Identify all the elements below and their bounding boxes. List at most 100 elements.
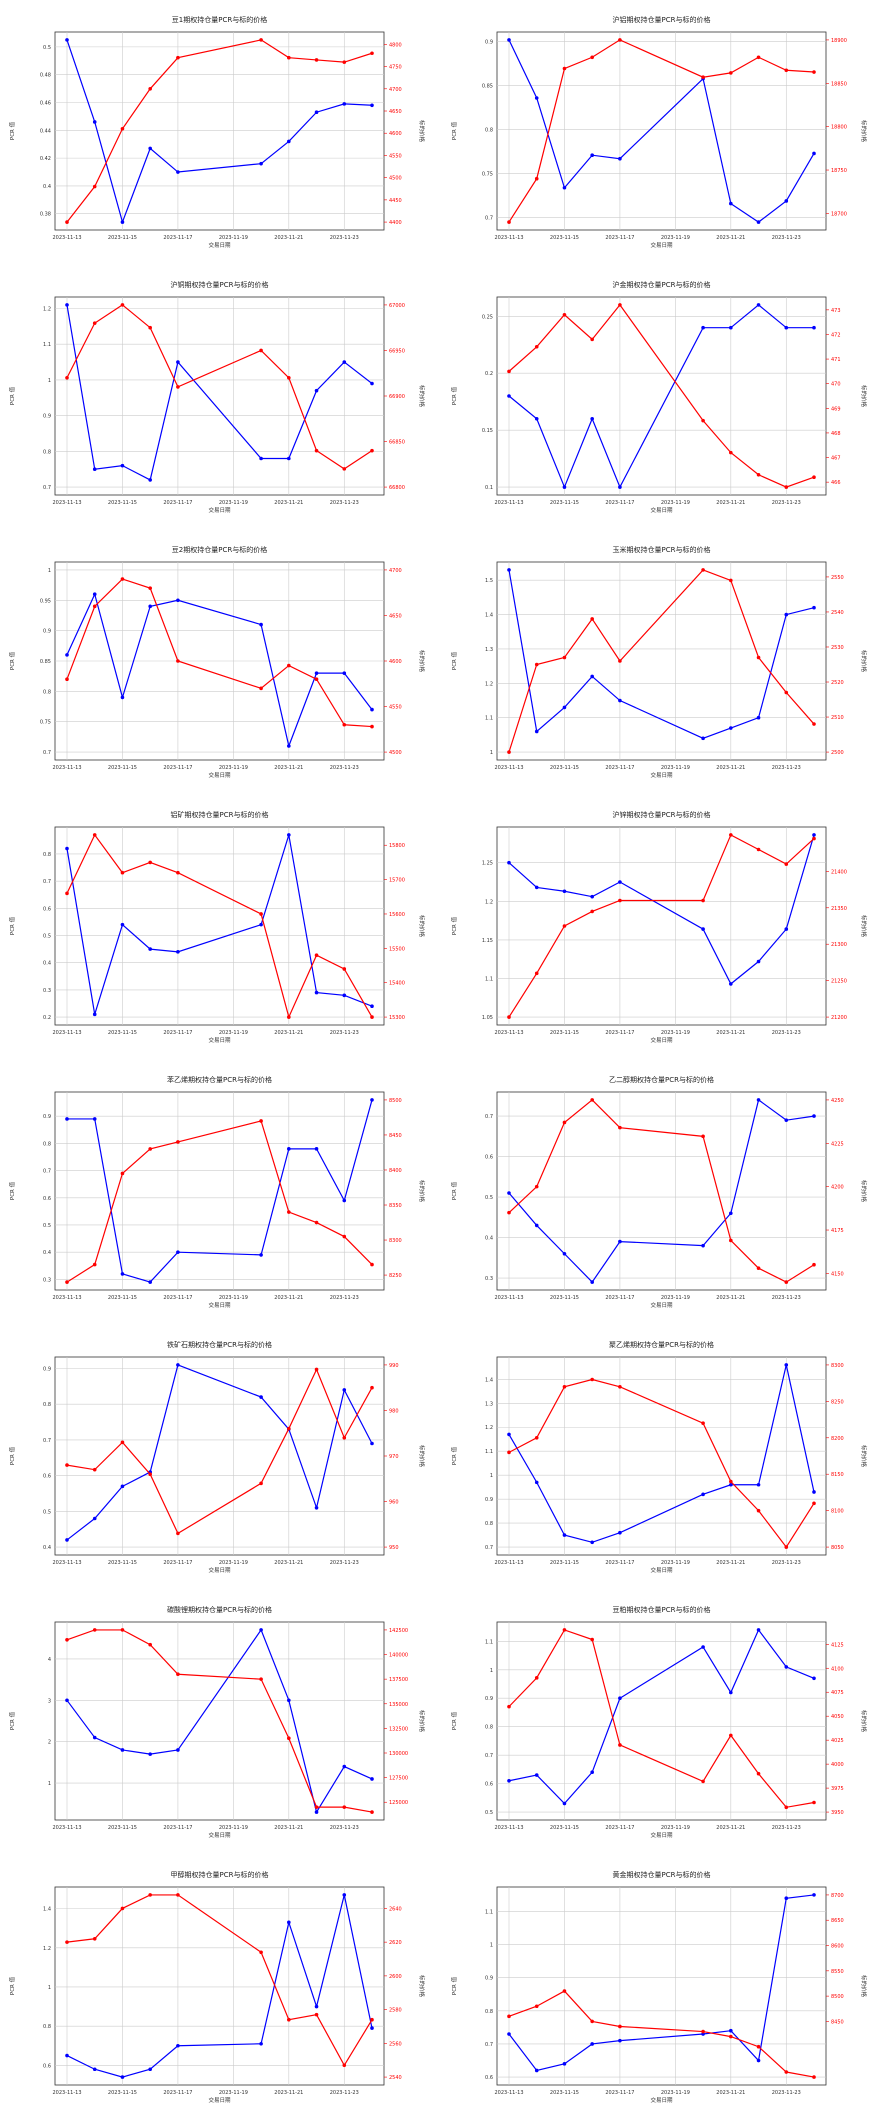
price-point [148,1147,152,1151]
price-point [618,659,622,663]
pcr-point [812,325,816,330]
plot-frame [496,1621,827,1821]
pcr-line [66,304,373,481]
left-tick-label: 0.6 [485,1782,493,1788]
right-axis-label: 标的价格 [418,915,426,938]
left-tick-label: 1 [48,1781,51,1787]
chart-10: 乙二醇期权持仓量PCR与标的价格 0.3 0.4 0.5 0.6 0.7 4150 4175 4… [450,1075,868,1309]
right-tick-label: 127500 [389,1776,408,1782]
right-tick-label: 4550 [389,705,402,711]
right-tick-label: 471 [831,357,841,363]
x-tick-label: 2023-11-19 [661,1295,690,1301]
x-tick-label: 2023-11-13 [494,235,523,241]
left-tick-label: 1.4 [43,1907,51,1913]
chart-11: 铁矿石期权持仓量PCR与标的价格 0.4 0.5 0.6 0.7 0.8 0.9 950 960… [8,1340,426,1574]
plot-frame [54,1091,385,1291]
right-tick-label: 8500 [389,1098,402,1104]
left-tick-label: 0.4 [43,1250,51,1256]
price-line [508,1099,815,1283]
x-tick-label: 2023-11-21 [716,765,745,771]
right-tick-label: 2580 [389,2008,402,2014]
pcr-point [729,1211,733,1216]
left-tick-label: 1 [490,1943,493,1949]
price-point [259,1950,263,1955]
pcr-point [534,416,539,421]
left-tick-label: 0.7 [485,1114,493,1120]
x-tick-label: 2023-11-19 [661,500,690,506]
right-tick-label: 4600 [389,659,402,665]
left-axis-label: PCR 值 [450,121,458,140]
pcr-point [812,1114,816,1118]
price-point [729,1479,733,1484]
pcr-point [370,1441,374,1446]
pcr-point [784,1363,789,1367]
price-point [562,312,567,317]
price-point [729,578,733,583]
price-line [66,39,373,223]
right-tick-label: 8200 [831,1436,844,1442]
price-point [314,1220,319,1225]
left-tick-label: 1.1 [485,1639,493,1645]
x-tick-label: 2023-11-19 [661,1825,690,1831]
left-axis-label: PCR 值 [450,1976,458,1995]
left-tick-label: 0.9 [43,629,51,635]
x-tick-label: 2023-11-13 [494,765,523,771]
pcr-point [562,1801,567,1806]
right-tick-label: 2540 [831,610,844,616]
left-tick-label: 0.5 [43,1223,51,1229]
pcr-point [534,1223,539,1228]
right-axis-label: 标的价格 [860,1975,868,1998]
x-tick-label: 2023-11-13 [52,235,81,241]
price-point [534,2004,539,2009]
right-tick-label: 15600 [389,912,405,918]
pcr-point [812,833,816,837]
price-line [508,1990,815,2078]
right-tick-label: 466 [831,480,841,486]
right-tick-label: 468 [831,431,841,437]
right-axis-label: 标的价格 [860,650,868,673]
right-tick-label: 137500 [389,1677,408,1683]
plot-frame [54,1356,385,1556]
right-tick-label: 18850 [831,81,847,87]
price-point [314,2012,319,2017]
price-point [370,1810,374,1814]
pcr-line [508,1894,815,2072]
price-point [65,1463,69,1467]
right-tick-label: 4450 [389,198,402,204]
x-tick-label: 2023-11-15 [550,235,579,241]
right-tick-label: 21200 [831,1015,847,1021]
right-tick-label: 2540 [389,2075,402,2081]
pcr-point [812,1490,816,1494]
pcr-point [148,947,152,951]
left-tick-label: 0.7 [43,485,51,491]
pcr-point [590,416,594,421]
x-tick-label: 2023-11-15 [550,500,579,506]
chart-16: 黄金期权持仓量PCR与标的价格 0.6 0.7 0.8 0.9 1 1.1 8450 8500 8… [450,1870,868,2104]
pcr-point [756,303,761,307]
price-point [65,375,69,380]
price-line [66,304,373,470]
pcr-point [729,2028,733,2033]
x-tick-label: 2023-11-17 [163,1295,192,1301]
price-point [65,1940,69,1944]
pcr-point [534,1480,539,1485]
pcr-point [784,199,789,203]
right-tick-label: 132500 [389,1726,408,1732]
x-tick-label: 2023-11-19 [219,1030,248,1036]
price-point [729,71,733,75]
pcr-point [342,1388,347,1392]
chart-title: 乙二醇期权持仓量PCR与标的价格 [609,1075,714,1084]
pcr-point [534,2068,539,2073]
price-point [342,1234,347,1239]
right-tick-label: 980 [389,1408,399,1414]
x-tick-label: 2023-11-23 [772,235,801,241]
price-point [618,1125,622,1130]
x-tick-label: 2023-11-23 [330,500,359,506]
right-tick-label: 470 [831,382,841,388]
chart-8: 沪锌期权持仓量PCR与标的价格 1.05 1.1 1.15 1.2 1.25 21200 21… [450,810,868,1044]
x-tick-label: 2023-11-13 [52,1825,81,1831]
right-tick-label: 2510 [831,715,844,721]
pcr-point [756,959,761,964]
price-point [562,1989,567,1993]
price-point [590,1637,594,1642]
